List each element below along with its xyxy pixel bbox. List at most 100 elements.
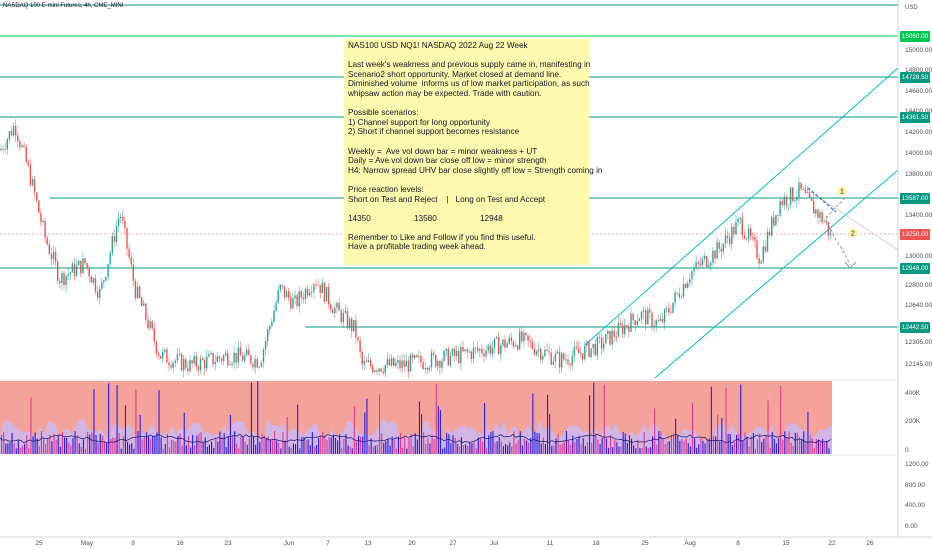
- candle-body: [733, 226, 735, 235]
- candle-body: [466, 349, 468, 352]
- candle-body: [143, 303, 145, 306]
- price-tick-label: 15000.00: [905, 47, 932, 54]
- volume-tick-label: 0: [905, 447, 909, 454]
- volume-bar: [213, 448, 215, 454]
- candle-body: [682, 283, 685, 297]
- candle-body: [565, 359, 567, 361]
- projection-arrowhead: [844, 261, 857, 269]
- volume-bar: [74, 431, 76, 454]
- volume-bar: [326, 439, 328, 454]
- volume-bar: [145, 432, 147, 454]
- volume-bar: [406, 448, 408, 454]
- volume-bar: [217, 441, 219, 454]
- volume-bar: [389, 445, 391, 454]
- volume-bar: [591, 442, 593, 454]
- analysis-note[interactable]: NAS100 USD NQ1! NASDAQ 2022 Aug 22 Week L…: [344, 39, 602, 265]
- volume-bar: [339, 434, 341, 454]
- volume-bar: [166, 434, 168, 454]
- candle-body: [199, 358, 202, 371]
- symbol-title[interactable]: NASDAQ 100 E-mini Futures, 4h, CME_MINI: [3, 3, 124, 9]
- volume-bar: [828, 448, 830, 454]
- volume-bar: [360, 436, 362, 454]
- time-tick-label: 16: [176, 540, 184, 547]
- candle-body: [52, 251, 55, 260]
- candles-layer: [0, 119, 832, 379]
- candle-body: [191, 360, 193, 364]
- volume-bar: [557, 434, 559, 454]
- volume-bar: [236, 443, 238, 454]
- note-line: [348, 137, 585, 147]
- volume-bar: [561, 443, 563, 454]
- volume-bar: [576, 438, 578, 454]
- candle-body: [649, 309, 651, 313]
- volume-bar: [347, 445, 349, 454]
- volume-bar: [238, 447, 240, 454]
- volume-bar: [290, 447, 292, 454]
- candle-body: [317, 284, 319, 286]
- candle-body: [544, 349, 546, 357]
- candle-body: [105, 276, 107, 281]
- candle-body: [726, 235, 729, 239]
- candle-body: [729, 238, 731, 245]
- candle-body: [189, 360, 191, 372]
- indicator-tick-label: 800.00: [905, 482, 925, 489]
- candle-body: [285, 291, 288, 298]
- volume-bar: [502, 446, 504, 454]
- volume-bar: [811, 438, 813, 454]
- price-tick-label: 13000.00: [905, 253, 932, 260]
- volume-bar: [383, 442, 385, 454]
- volume-bar: [752, 432, 754, 454]
- volume-bar: [393, 440, 395, 454]
- volume-bar: [297, 404, 299, 454]
- candle-body: [607, 330, 609, 335]
- candle-body: [10, 131, 13, 136]
- note-line: Price reaction levels:: [348, 184, 424, 194]
- candle-body: [533, 348, 536, 355]
- candle-body: [31, 179, 34, 186]
- candle-body: [393, 357, 395, 366]
- volume-bar: [729, 434, 731, 454]
- volume-bar: [736, 434, 738, 454]
- volume-bar: [757, 439, 759, 454]
- candle-body: [25, 146, 27, 163]
- volume-bar: [767, 400, 769, 454]
- volume-bar: [59, 446, 61, 454]
- candle-body: [78, 260, 80, 266]
- candle-body: [27, 162, 29, 166]
- volume-bar: [181, 445, 183, 454]
- candle-body: [661, 318, 664, 323]
- candle-body: [103, 280, 105, 283]
- volume-bar: [122, 436, 124, 454]
- candle-body: [779, 201, 781, 216]
- candle-body: [645, 310, 647, 325]
- candle-body: [689, 279, 691, 283]
- volume-bar: [721, 417, 723, 454]
- candle-body: [195, 355, 197, 367]
- candle-body: [777, 215, 779, 216]
- time-tick-label: 15: [782, 540, 790, 547]
- volume-bar: [103, 440, 105, 454]
- volume-bar: [112, 437, 114, 454]
- volume-bar: [544, 443, 546, 454]
- volume-bar: [43, 438, 45, 454]
- volume-bar: [244, 441, 246, 454]
- volume-bar: [446, 432, 448, 454]
- volume-bar: [70, 445, 72, 454]
- volume-bar: [746, 437, 748, 454]
- time-tick-label: 20: [408, 540, 416, 547]
- candle-body: [437, 360, 439, 367]
- candle-body: [550, 352, 552, 365]
- volume-bar: [670, 435, 672, 454]
- candle-body: [90, 276, 92, 283]
- time-tick-label: 18: [592, 540, 600, 547]
- candle-body: [785, 196, 788, 206]
- volume-bar: [675, 418, 677, 454]
- volume-bar: [605, 438, 607, 454]
- candle-body: [712, 250, 714, 263]
- volume-bar: [68, 442, 70, 454]
- volume-bar: [790, 442, 792, 454]
- candle-body: [418, 355, 420, 358]
- candle-body: [705, 255, 708, 267]
- volume-bar: [223, 432, 225, 454]
- volume-bar: [267, 436, 269, 454]
